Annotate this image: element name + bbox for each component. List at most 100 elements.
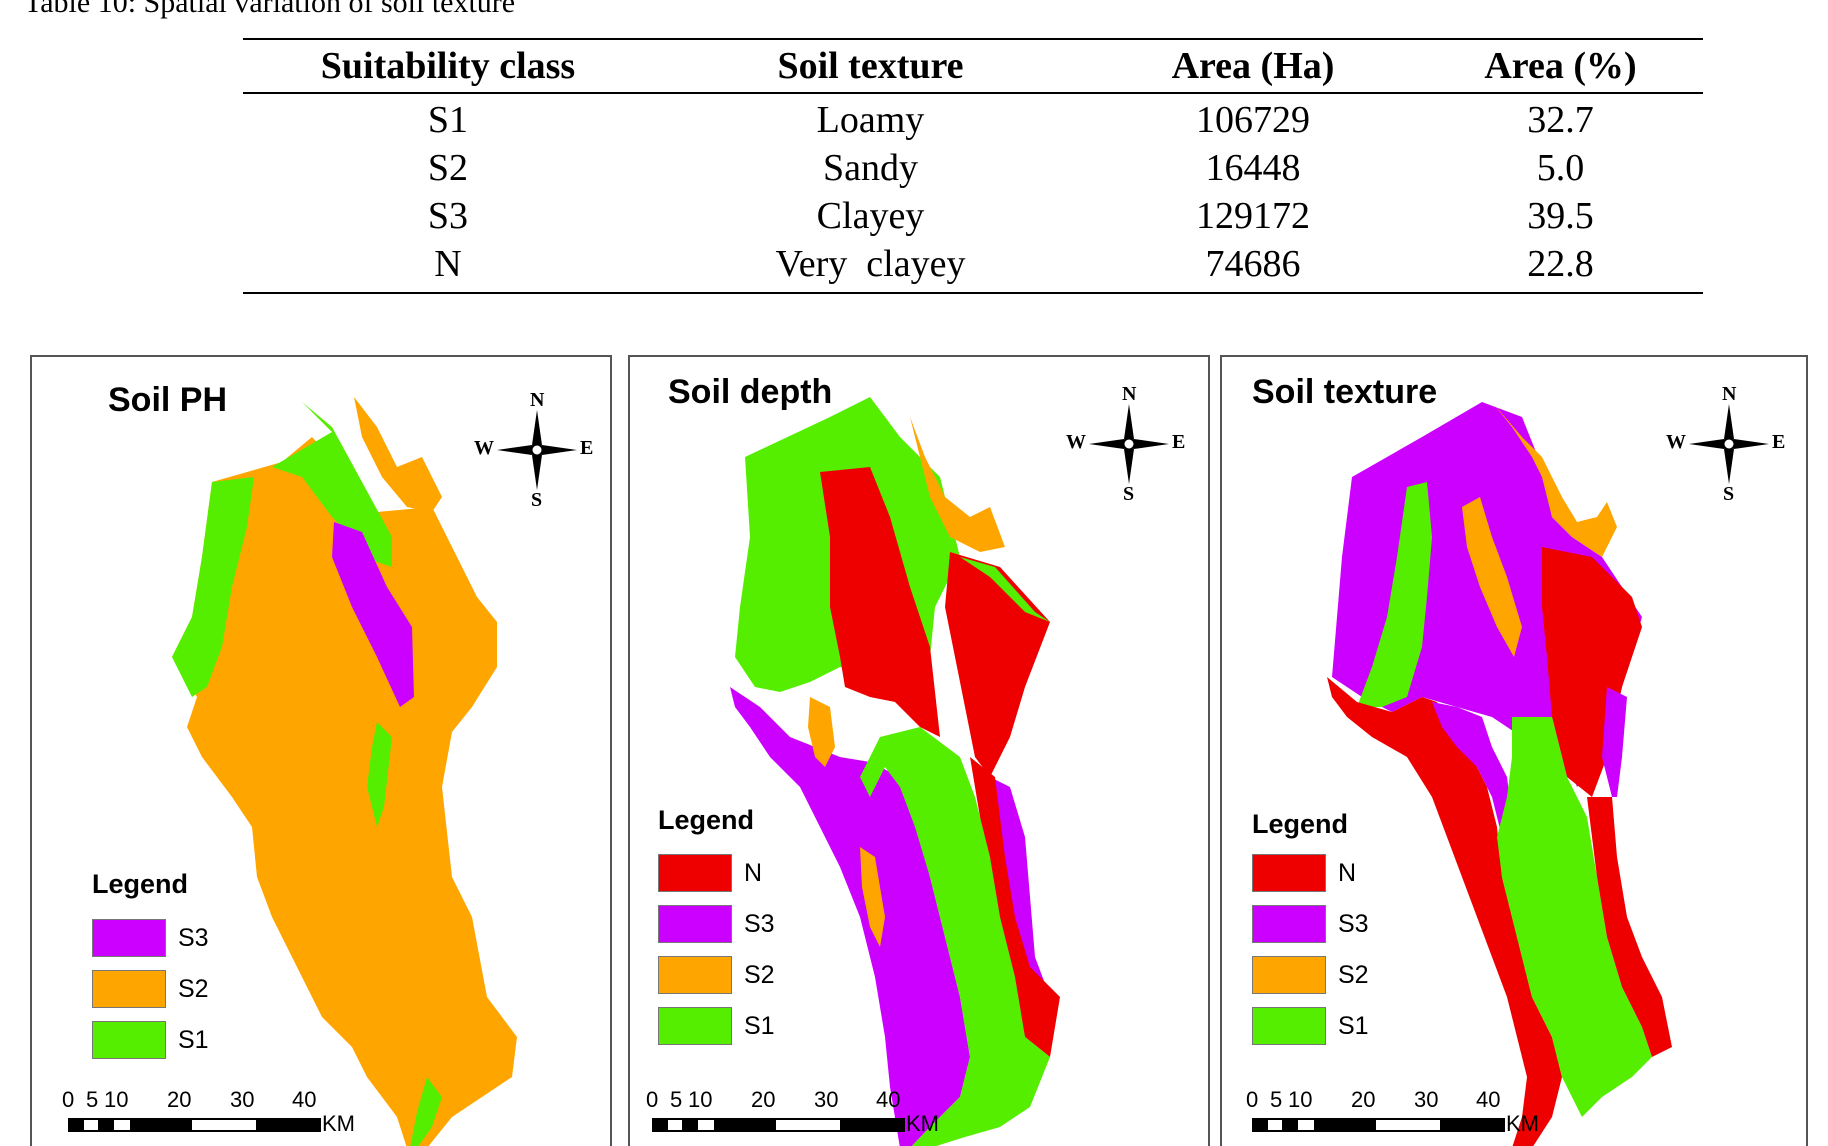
map-region-s3 [730, 687, 970, 1146]
compass-icon [1089, 404, 1169, 484]
legend-item-s2: S2 [1252, 956, 1369, 994]
map-region-s3 [1602, 687, 1627, 797]
legend-swatch [92, 1021, 166, 1059]
compass-south-label: S [1123, 483, 1135, 505]
legend-swatch [658, 905, 732, 943]
table-cell: Very clayey [775, 243, 966, 285]
map-region-s2 [172, 437, 517, 1146]
scale-tick-label: 20 [751, 1087, 776, 1112]
map-title: Soil texture [1252, 373, 1438, 411]
scale-tick-label: 5 [1270, 1087, 1283, 1112]
scale-tick-label: 40 [292, 1087, 317, 1112]
legend-label: S1 [178, 1025, 209, 1054]
table-cell: S3 [427, 195, 469, 237]
scale-bar: 0 5 10 20 30 40 KM [646, 1087, 946, 1146]
map-region-s1 [410, 1077, 442, 1146]
compass-east-label: E [1172, 431, 1186, 453]
legend-item-n: N [658, 854, 762, 892]
table-cell: 32.7 [1527, 99, 1594, 141]
legend-label: S1 [1338, 1011, 1369, 1040]
soil-ph-map [172, 397, 517, 1146]
legend-swatch [1252, 854, 1326, 892]
map-region-s1 [960, 557, 1050, 622]
compass-east-label: E [580, 437, 594, 459]
compass-rose: N S W E [1666, 383, 1786, 505]
compass-south-label: S [531, 489, 543, 511]
scale-tick-label: 20 [167, 1087, 192, 1112]
legend-label: S1 [744, 1011, 775, 1040]
compass-west-label: W [1066, 431, 1086, 453]
scale-tick-label: 10 [688, 1087, 713, 1112]
map-region-n [820, 467, 940, 737]
map-region-s1 [860, 727, 1050, 1146]
map-region-s2 [1462, 497, 1522, 657]
map-region-n [945, 552, 1050, 777]
compass-south-label: S [1723, 483, 1735, 505]
scale-tick-label: 10 [104, 1087, 129, 1112]
map-panel-soil-depth: Soil depth N S W E Legend N S3 S2 S1 0 5… [628, 355, 1210, 1146]
legend-label: N [1338, 858, 1357, 887]
map-region-s2 [860, 847, 885, 947]
legend-swatch [658, 1007, 732, 1045]
table-cell: N [434, 243, 462, 285]
table-row: S1 Loamy 106729 32.7 [243, 96, 1703, 144]
table-header-rule [243, 92, 1703, 94]
table-cell: S1 [427, 99, 469, 141]
scale-bar: 0 5 10 20 30 40 KM [1246, 1087, 1546, 1146]
legend-label: S3 [1338, 909, 1369, 938]
legend-item-n: N [1252, 854, 1356, 892]
table-cell: 5.0 [1536, 147, 1585, 189]
compass-west-label: W [1666, 431, 1686, 453]
compass-north-label: N [1122, 383, 1137, 405]
scale-tick-label: 0 [646, 1087, 659, 1112]
scale-bar: 0 5 10 20 30 40 KM [62, 1087, 362, 1146]
table-cell: 39.5 [1527, 195, 1594, 237]
legend-swatch [1252, 905, 1326, 943]
table-cell: S2 [427, 147, 469, 189]
map-title: Soil depth [668, 373, 833, 411]
legend-label: S3 [744, 909, 775, 938]
legend-item-s1: S1 [1252, 1007, 1369, 1045]
map-region-s2 [808, 697, 835, 767]
scale-unit-label: KM [322, 1111, 355, 1136]
scale-unit-label: KM [1506, 1111, 1539, 1136]
header-soil-texture: Soil texture [777, 45, 964, 87]
header-area-ha: Area (Ha) [1171, 45, 1335, 87]
table-row: S2 Sandy 16448 5.0 [243, 144, 1703, 192]
scale-tick-label: 30 [1414, 1087, 1439, 1112]
map-region-n [1587, 797, 1672, 1057]
compass-rose: N S W E [474, 389, 594, 511]
legend-item-s3: S3 [92, 919, 209, 957]
map-region-n [970, 757, 1060, 1057]
legend-swatch [92, 919, 166, 957]
compass-north-label: N [530, 389, 545, 411]
legend-item-s2: S2 [92, 970, 209, 1008]
map-region-s1 [1497, 717, 1652, 1117]
compass-west-label: W [474, 437, 494, 459]
compass-icon [1689, 404, 1769, 484]
legend-swatch [658, 854, 732, 892]
soil-depth-map [730, 397, 1060, 1146]
scale-tick-label: 30 [814, 1087, 839, 1112]
scale-tick-label: 0 [62, 1087, 75, 1112]
map-region-s1 [272, 402, 392, 547]
legend-swatch [1252, 956, 1326, 994]
table-cell: Loamy [816, 99, 925, 141]
header-suitability-class: Suitability class [320, 45, 576, 87]
map-region-s1 [172, 477, 254, 697]
map-region-s2 [910, 417, 1005, 552]
scale-tick-label: 5 [86, 1087, 99, 1112]
table-cell: Clayey [816, 195, 925, 237]
compass-east-label: E [1772, 431, 1786, 453]
table-row: N Very clayey 74686 22.8 [243, 240, 1703, 288]
table-cell: 129172 [1196, 195, 1310, 237]
table-cell: Sandy [823, 147, 918, 189]
table-cell: 16448 [1205, 147, 1301, 189]
scale-tick-label: 40 [876, 1087, 901, 1112]
table-cell: 22.8 [1527, 243, 1594, 285]
legend-swatch [1252, 1007, 1326, 1045]
map-region-s3 [332, 522, 414, 707]
table-top-rule [243, 38, 1703, 40]
table-caption: Table 10: Spatial variation of soil text… [24, 0, 516, 19]
table-bottom-rule [243, 292, 1703, 294]
